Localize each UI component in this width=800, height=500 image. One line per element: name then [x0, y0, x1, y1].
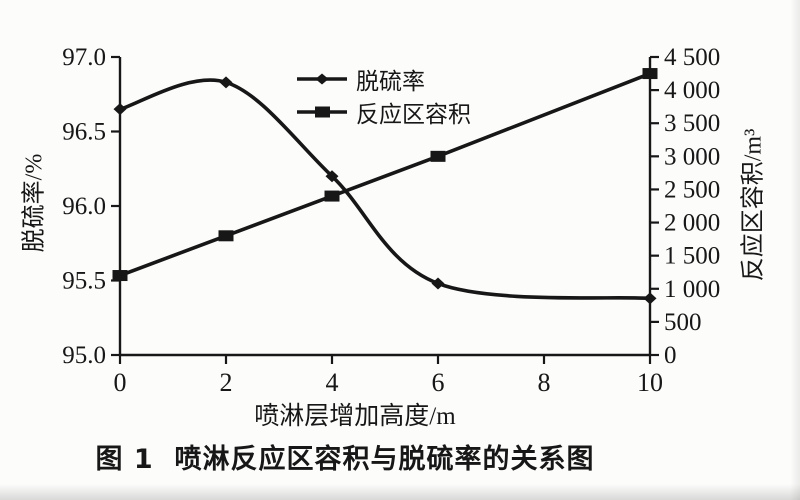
- diamond-data-marker: [643, 292, 657, 305]
- y-right-tick-label: 3 500: [664, 110, 720, 137]
- square-data-marker: [218, 230, 234, 242]
- y-right-axis-title: 反应区容积/m³: [740, 128, 767, 282]
- x-axis-title: 喷淋层增加高度/m: [254, 403, 456, 430]
- diamond-data-marker: [325, 170, 339, 183]
- y-left-tick-label: 95.0: [62, 342, 106, 369]
- y-right-tick-label: 3 000: [664, 143, 720, 170]
- tick-labels: 95.0 95.5 96.0 96.5 97.0 0 500 1 000 1 500 2 000 2…: [62, 44, 720, 397]
- series-line: [118, 78, 652, 301]
- y-right-tick-label: 4 500: [664, 44, 720, 71]
- y-right-tick-label: 0: [664, 342, 677, 369]
- tick-marks: [111, 55, 659, 364]
- y-right-tick-label: 500: [664, 309, 702, 336]
- legend-item-rate: 脱硫率: [296, 62, 471, 95]
- x-tick-label: 8: [538, 368, 551, 397]
- y-right-tick-label: 1 000: [664, 276, 720, 303]
- y-right-tick-label: 4 000: [664, 77, 720, 104]
- legend-item-volume: 反应区容积: [296, 95, 471, 128]
- y-right-tick-label: 1 500: [664, 243, 720, 270]
- x-tick-label: 0: [114, 368, 127, 397]
- square-marker-icon: [297, 106, 347, 117]
- y-left-tick-label: 96.5: [62, 119, 106, 146]
- legend-label-volume: 反应区容积: [356, 101, 471, 127]
- square-data-marker: [112, 270, 128, 282]
- y-left-tick-label: 95.5: [62, 268, 106, 295]
- series-volume: [112, 68, 658, 282]
- chart-legend: 脱硫率 反应区容积: [296, 62, 471, 128]
- y-left-tick-label: 96.0: [62, 193, 106, 220]
- diamond-data-marker: [219, 76, 233, 89]
- figure-caption: 图 1 喷淋反应区容积与脱硫率的关系图: [95, 444, 595, 475]
- diamond-data-marker: [431, 277, 445, 290]
- diamond-data-marker: [113, 103, 127, 116]
- y-left-tick-label: 97.0: [62, 44, 106, 71]
- series-rate: [113, 76, 657, 305]
- legend-label-rate: 脱硫率: [356, 68, 425, 94]
- square-data-marker: [430, 150, 446, 162]
- diamond-marker-icon: [297, 73, 347, 84]
- square-data-marker: [324, 190, 340, 202]
- x-tick-label: 6: [432, 368, 445, 397]
- y-left-axis-title: 脱硫率/%: [21, 153, 48, 253]
- x-tick-label: 10: [637, 368, 663, 397]
- square-data-marker: [642, 68, 658, 80]
- scan-shadow-right: [790, 0, 800, 500]
- scan-shadow-bottom: [0, 484, 800, 500]
- x-tick-label: 4: [326, 368, 339, 397]
- x-tick-label: 2: [220, 368, 233, 397]
- y-right-tick-label: 2 500: [664, 176, 720, 203]
- y-right-tick-label: 2 000: [664, 210, 720, 237]
